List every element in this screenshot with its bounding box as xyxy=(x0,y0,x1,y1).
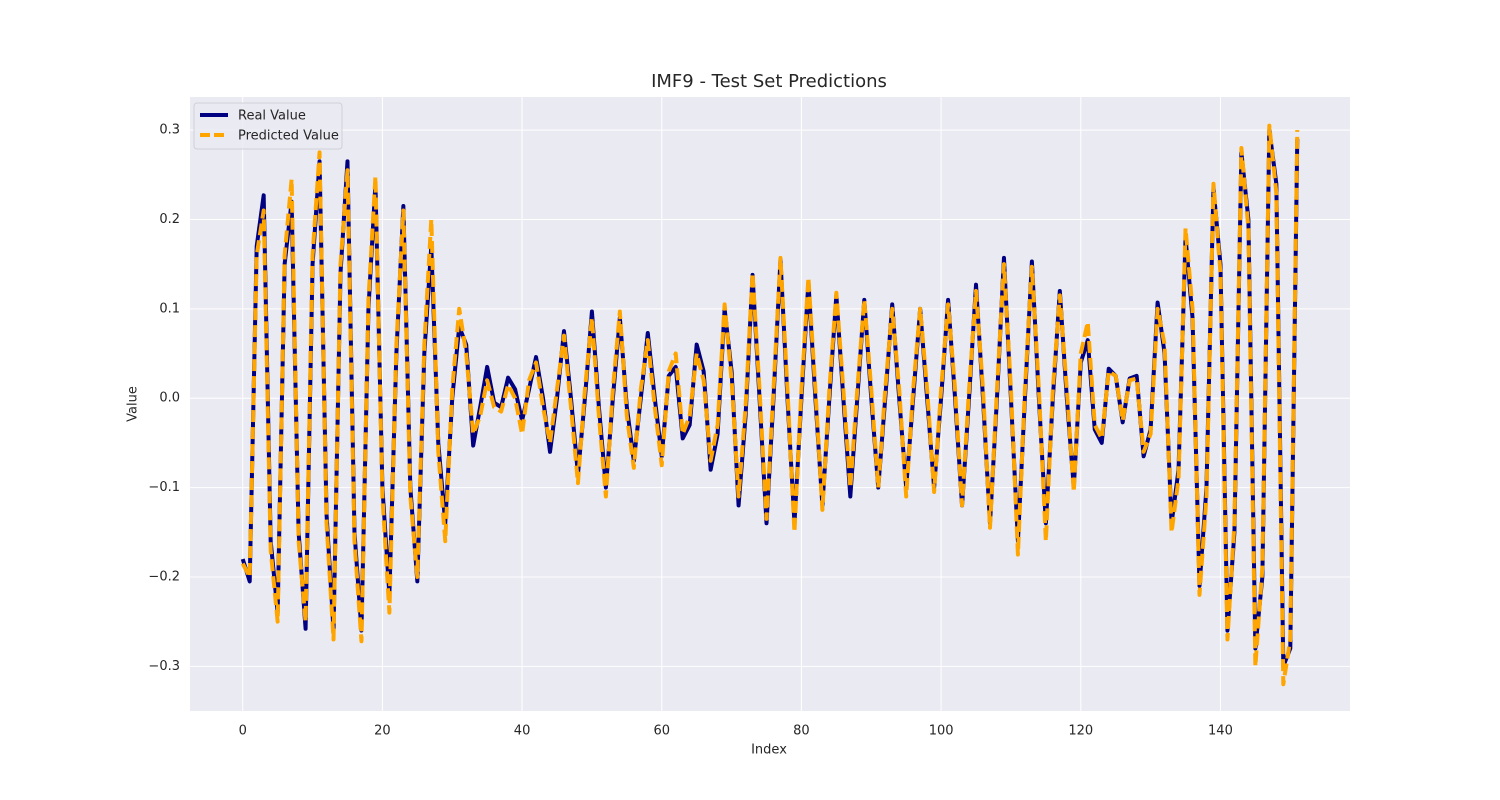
chart-title: IMF9 - Test Set Predictions xyxy=(651,71,887,92)
y-tick-label: 0.1 xyxy=(159,301,180,316)
y-tick-label: 0.2 xyxy=(159,212,180,227)
x-tick-label: 20 xyxy=(374,724,391,739)
x-tick-label: 40 xyxy=(514,724,531,739)
y-tick-label: 0.0 xyxy=(159,391,180,406)
y-tick-label: 0.3 xyxy=(159,123,180,138)
x-tick-label: 80 xyxy=(793,724,810,739)
x-tick-label: 0 xyxy=(239,724,247,739)
x-tick-label: 100 xyxy=(929,724,954,739)
legend-label: Real Value xyxy=(238,109,306,124)
y-axis-label: Value xyxy=(126,386,141,422)
y-tick-label: −0.3 xyxy=(148,659,180,674)
y-tick-label: −0.2 xyxy=(148,569,180,584)
x-tick-label: 140 xyxy=(1208,724,1233,739)
x-tick-label: 60 xyxy=(653,724,670,739)
series-line xyxy=(240,123,1300,687)
x-axis-label: Index xyxy=(751,743,787,758)
x-tick-label: 120 xyxy=(1068,724,1093,739)
plot-area xyxy=(190,97,1350,711)
legend-label: Predicted Value xyxy=(238,129,339,144)
legend-box xyxy=(193,102,343,150)
y-tick-label: −0.1 xyxy=(148,480,180,495)
